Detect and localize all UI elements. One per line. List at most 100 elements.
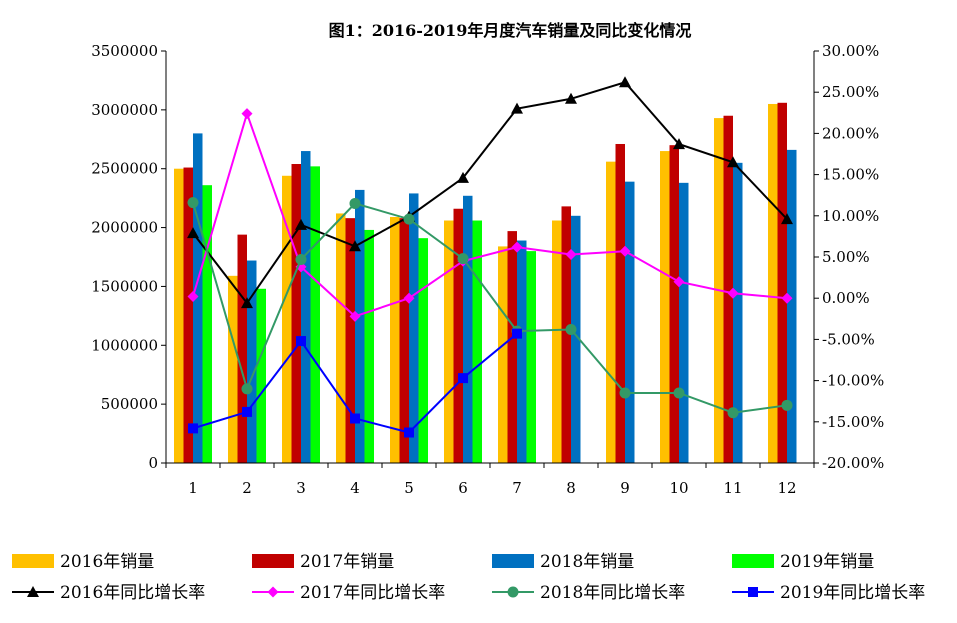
x-tick-label: 2 xyxy=(242,479,252,497)
bar xyxy=(606,161,616,463)
right-tick-label: -5.00% xyxy=(822,330,875,348)
axes-layer: 0 500000 1000000 1500000 2000000 2500000 30000… xyxy=(91,42,884,497)
data-point xyxy=(187,291,199,303)
legend-label: 2018年同比增长率 xyxy=(540,583,685,603)
x-tick-label: 6 xyxy=(458,479,468,497)
data-point xyxy=(781,399,793,411)
data-point xyxy=(349,197,361,209)
x-tick-label: 1 xyxy=(188,479,198,497)
left-tick-label: 3000000 xyxy=(91,101,158,119)
data-point xyxy=(565,324,577,336)
data-point xyxy=(512,328,522,339)
bar xyxy=(355,189,365,463)
bar xyxy=(282,175,292,463)
bar xyxy=(202,185,212,463)
left-tick-label: 1500000 xyxy=(91,277,158,295)
data-point xyxy=(727,287,739,299)
bar xyxy=(507,231,517,463)
data-point xyxy=(404,427,414,438)
x-tick-label: 4 xyxy=(350,479,360,497)
bar xyxy=(256,288,266,463)
x-tick-label: 12 xyxy=(777,479,796,497)
x-tick-label: 7 xyxy=(512,479,522,497)
bar xyxy=(625,181,635,463)
bar xyxy=(552,220,562,463)
bar xyxy=(183,167,193,464)
bar xyxy=(301,151,311,463)
data-point xyxy=(188,423,198,434)
bar xyxy=(444,220,454,463)
right-tick-label: -10.00% xyxy=(822,372,884,390)
x-tick-label: 8 xyxy=(566,479,576,497)
legend-label: 2018年销量 xyxy=(540,552,634,572)
data-point xyxy=(673,387,685,399)
right-tick-label: 20.00% xyxy=(822,124,879,142)
data-point xyxy=(242,406,252,417)
data-point xyxy=(673,138,685,150)
legend-marker xyxy=(748,587,758,597)
data-point xyxy=(619,387,631,399)
series-line xyxy=(192,110,788,318)
series-line xyxy=(192,202,788,414)
legend-swatch xyxy=(492,554,534,568)
bar xyxy=(247,260,257,463)
data-point xyxy=(781,213,793,225)
bar xyxy=(174,168,184,463)
x-tick-label: 11 xyxy=(723,479,742,497)
bar xyxy=(336,213,346,463)
bar xyxy=(669,145,679,464)
bar xyxy=(453,208,463,463)
legend-label: 2017年销量 xyxy=(300,552,394,572)
data-point xyxy=(349,310,361,322)
legend-label: 2019年同比增长率 xyxy=(780,583,925,603)
data-point xyxy=(619,76,631,88)
bar xyxy=(364,229,374,463)
bar xyxy=(679,182,689,463)
bar xyxy=(291,164,301,463)
legend-swatch xyxy=(252,554,294,568)
bar xyxy=(399,218,409,463)
data-point xyxy=(457,253,469,265)
bar xyxy=(768,103,778,463)
data-point xyxy=(241,383,253,395)
bar xyxy=(517,240,527,463)
data-point xyxy=(187,197,199,209)
data-point xyxy=(511,241,523,253)
right-tick-label: -20.00% xyxy=(822,454,884,472)
data-point xyxy=(403,213,415,225)
right-tick-label: 10.00% xyxy=(822,207,879,225)
bar xyxy=(787,149,797,463)
bars-layer xyxy=(174,102,797,464)
legend-label: 2019年销量 xyxy=(780,552,874,572)
bar xyxy=(733,162,743,463)
left-tick-label: 2000000 xyxy=(91,219,158,237)
right-tick-label: -15.00% xyxy=(822,413,884,431)
bar xyxy=(660,151,670,463)
bar xyxy=(723,115,733,464)
bar xyxy=(571,215,581,463)
data-point xyxy=(673,276,685,288)
data-point xyxy=(295,253,307,265)
left-tick-label: 0 xyxy=(148,454,158,472)
legend-swatch xyxy=(732,554,774,568)
legend-marker xyxy=(267,586,279,598)
legend: 2016年销量 2017年销量 2018年销量 2019年销量 2016年同比增长率 20… xyxy=(12,552,925,603)
legend-label: 2017年同比增长率 xyxy=(300,583,445,603)
data-point xyxy=(241,108,253,120)
data-point xyxy=(565,92,577,104)
bar xyxy=(418,238,428,463)
bar xyxy=(345,218,355,463)
legend-label: 2016年同比增长率 xyxy=(60,583,205,603)
data-point xyxy=(295,218,307,230)
bar xyxy=(463,195,473,464)
data-point xyxy=(187,227,199,239)
data-point xyxy=(349,240,361,252)
x-tick-label: 10 xyxy=(669,479,688,497)
data-point xyxy=(350,413,360,424)
left-tick-label: 3500000 xyxy=(91,42,158,60)
right-tick-label: 15.00% xyxy=(822,166,879,184)
series-line xyxy=(192,81,788,305)
right-tick-label: 0.00% xyxy=(822,289,870,307)
legend-marker xyxy=(27,586,39,597)
